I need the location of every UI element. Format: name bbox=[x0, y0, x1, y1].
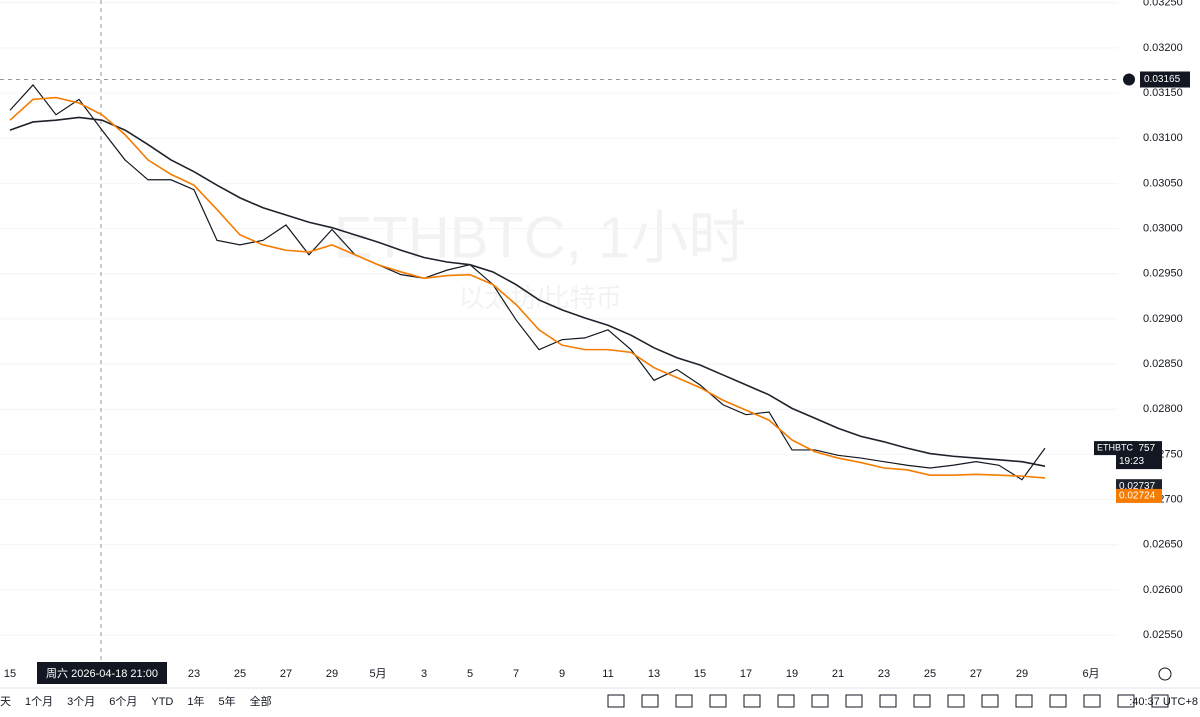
drawing-tool[interactable] bbox=[947, 694, 965, 708]
y-tick-label: 0.02550 bbox=[1143, 629, 1183, 641]
x-tick-label: 15 bbox=[694, 668, 706, 680]
last-value-label: 0.02737 bbox=[1119, 481, 1156, 492]
drawing-tool[interactable] bbox=[1117, 694, 1135, 708]
x-tick-label: 19 bbox=[786, 668, 798, 680]
y-tick-label: 0.03100 bbox=[1143, 132, 1183, 144]
y-tick-label: 0.03200 bbox=[1143, 42, 1183, 54]
last-value-box bbox=[1116, 488, 1162, 503]
countdown: 19:23 bbox=[1119, 456, 1144, 467]
crosshair-y-label: 0.03165 bbox=[1144, 74, 1181, 85]
watermark-subtitle: 以太坊/比特币 bbox=[458, 283, 621, 313]
drawing-tool[interactable] bbox=[1083, 694, 1101, 708]
x-tick-label: 29 bbox=[1016, 668, 1028, 680]
moving-average bbox=[9, 96, 1046, 479]
range-button[interactable]: YTD bbox=[151, 696, 173, 708]
x-tick-label: 6月 bbox=[1082, 668, 1099, 680]
crosshair-y-box bbox=[1140, 71, 1190, 88]
x-tick-label: 7 bbox=[513, 668, 519, 680]
settings-icon[interactable] bbox=[1158, 667, 1172, 681]
drawing-tool[interactable] bbox=[1151, 694, 1169, 708]
clock: :40:37 UTC+8 bbox=[1129, 696, 1198, 708]
range-button[interactable]: 1年 bbox=[187, 694, 204, 708]
x-tick-label: 11 bbox=[602, 668, 613, 680]
range-button[interactable]: 全部 bbox=[250, 694, 272, 708]
drawing-tool[interactable] bbox=[607, 694, 625, 708]
drawing-tool[interactable] bbox=[913, 694, 931, 708]
x-tick-label: 21 bbox=[832, 668, 844, 680]
drawing-tool[interactable] bbox=[709, 694, 727, 708]
x-tick-label: 15 bbox=[4, 668, 16, 680]
drawing-tool[interactable] bbox=[879, 694, 897, 708]
add-alert-icon[interactable] bbox=[1123, 73, 1135, 86]
watermark-title: ETHBTC, 1小时 bbox=[334, 205, 747, 270]
drawing-tool[interactable] bbox=[777, 694, 795, 708]
drawing-tool[interactable] bbox=[845, 694, 863, 708]
x-tick-label: 25 bbox=[924, 668, 936, 680]
drawing-tool[interactable] bbox=[981, 694, 999, 708]
crosshair-x-box bbox=[37, 662, 167, 684]
x-tick-label: 9 bbox=[559, 668, 565, 680]
range-button[interactable]: 5年 bbox=[219, 694, 236, 708]
drawing-tool[interactable] bbox=[675, 694, 693, 708]
y-tick-label: 0.03000 bbox=[1143, 222, 1183, 234]
crosshair-x-label: 周六 2026-04-18 21:00 bbox=[46, 667, 158, 680]
drawing-tool[interactable] bbox=[1049, 694, 1067, 708]
y-tick-label: 0.02650 bbox=[1143, 539, 1183, 551]
x-tick-label: 5月 bbox=[369, 668, 386, 680]
x-tick-label: 13 bbox=[648, 668, 660, 680]
x-tick-label: 25 bbox=[234, 668, 246, 680]
symbol-box bbox=[1094, 441, 1138, 456]
symbol-label: ETHBTC bbox=[1097, 442, 1134, 452]
price-line bbox=[9, 83, 1046, 481]
drawing-tool[interactable] bbox=[743, 694, 761, 708]
y-tick-label: 0.02600 bbox=[1143, 584, 1183, 596]
x-tick-label: 5 bbox=[467, 668, 473, 680]
y-tick-label: 0.03250 bbox=[1143, 0, 1183, 9]
range-button[interactable]: 1个月 bbox=[25, 695, 53, 708]
drawing-tool[interactable] bbox=[811, 694, 829, 708]
range-button[interactable]: 天 bbox=[0, 696, 11, 708]
x-tick-label: 17 bbox=[740, 668, 752, 680]
range-button[interactable]: 3个月 bbox=[67, 695, 95, 708]
x-tick-label: 29 bbox=[326, 668, 338, 680]
x-tick-label: 27 bbox=[280, 668, 292, 680]
last-value-label: 0.02724 bbox=[1119, 491, 1156, 502]
y-tick-label: 0.03050 bbox=[1143, 177, 1183, 189]
drawing-tool[interactable] bbox=[1015, 694, 1033, 708]
x-tick-label: 3 bbox=[421, 668, 427, 680]
y-tick-label: 0.02900 bbox=[1143, 313, 1183, 325]
x-tick-label: 27 bbox=[970, 668, 982, 680]
moving-average bbox=[9, 116, 1046, 467]
y-tick-label: 0.02950 bbox=[1143, 268, 1183, 280]
range-button[interactable]: 6个月 bbox=[109, 695, 137, 708]
drawing-tool[interactable] bbox=[641, 694, 659, 708]
x-tick-label: 23 bbox=[188, 668, 200, 680]
x-tick-label: 23 bbox=[878, 668, 890, 680]
y-tick-label: 0.02850 bbox=[1143, 358, 1183, 370]
y-tick-label: 0.02800 bbox=[1143, 403, 1183, 415]
y-tick-label: 0.03150 bbox=[1143, 87, 1183, 99]
